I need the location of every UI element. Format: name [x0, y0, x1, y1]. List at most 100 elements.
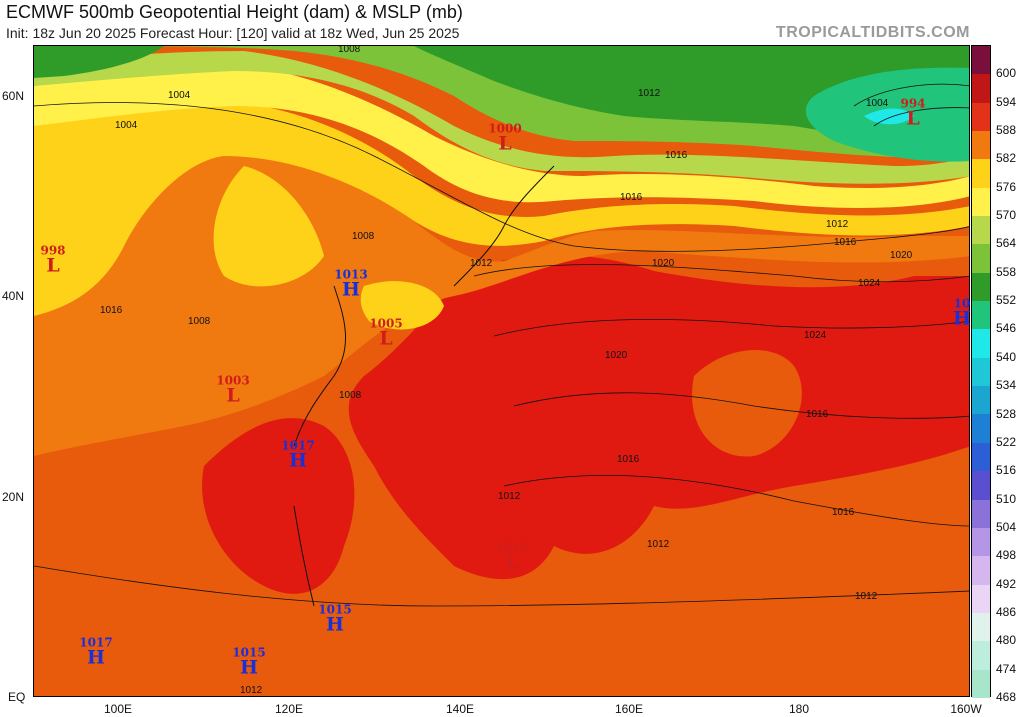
fill-576-pocket — [213, 166, 324, 287]
isobar-label: 1012 — [638, 88, 661, 99]
high-symbol: H — [87, 646, 105, 669]
lon-label-180: 180 — [788, 702, 810, 716]
legend-swatch — [972, 499, 990, 528]
isobar-label: 1012 — [855, 591, 878, 602]
lat-label-20n: 20N — [2, 490, 25, 504]
legend-value: 498 — [996, 548, 1017, 563]
high-pressure-marker: 1015 H — [232, 647, 265, 678]
legend-value: 510 — [996, 491, 1017, 506]
lon-label-140e: 140E — [445, 702, 475, 716]
legend-value: 468 — [996, 690, 1017, 704]
legend-value: 486 — [996, 604, 1017, 619]
fill-570 — [34, 64, 969, 208]
isobar — [503, 474, 969, 527]
low-symbol: L — [505, 551, 519, 574]
legend-swatch — [972, 159, 990, 188]
isobar-label: 1016 — [100, 305, 123, 316]
chart-title: ECMWF 500mb Geopotential Height (dam) & … — [6, 2, 463, 22]
brand-watermark: TROPICALTIDBITS.COM — [775, 24, 970, 41]
high-pressure-marker: 1017 H — [281, 440, 314, 471]
isobar-label: 1008 — [339, 390, 362, 401]
isobar-label: 1012 — [498, 491, 521, 502]
fill-576-korea — [360, 281, 444, 330]
legend-swatch — [972, 584, 990, 613]
legend-value: 504 — [996, 519, 1017, 534]
legend-value: 588 — [996, 123, 1017, 138]
legend-value: 600 — [996, 66, 1017, 81]
map-canvas — [34, 46, 969, 696]
legend-swatch — [972, 414, 990, 443]
legend-value: 522 — [996, 434, 1017, 449]
isobar — [34, 102, 969, 252]
legend-swatch — [972, 244, 990, 273]
fill-588-tongue — [692, 349, 802, 457]
pressure-value: 1010 — [495, 540, 529, 555]
isobar-label: 1020 — [652, 258, 675, 269]
low-symbol: L — [379, 327, 393, 350]
isobar-label: 1012 — [470, 258, 493, 269]
isobar-label: 1004 — [168, 90, 191, 101]
lon-label-160e: 160E — [614, 702, 644, 716]
isobar — [513, 392, 969, 419]
legend-value: 546 — [996, 321, 1017, 336]
legend-swatch — [972, 216, 990, 245]
low-pressure-marker: 1010 L — [495, 542, 528, 573]
high-pressure-marker: 1015 H — [318, 604, 351, 635]
high-pressure-marker: 1013 H — [334, 269, 367, 300]
isobar-label: 1012 — [647, 539, 670, 550]
lon-label-120e: 120E — [274, 702, 304, 716]
isobar-label: 1024 — [804, 330, 827, 341]
high-symbol: H — [240, 656, 258, 679]
legend-value: 594 — [996, 94, 1017, 109]
coastline-china — [293, 285, 347, 447]
forecast-info: Init: 18z Jun 20 2025 Forecast Hour: [12… — [6, 25, 460, 41]
pressure-value: 994 — [900, 96, 926, 111]
lon-label-100e: 100E — [103, 702, 133, 716]
coastline-philippines — [293, 505, 315, 607]
lat-label-60n: 60N — [2, 89, 25, 103]
high-pressure-marker: 10 H — [953, 298, 971, 329]
pressure-value: 10 — [953, 296, 971, 311]
legend-swatch — [972, 102, 990, 132]
isobar — [34, 565, 969, 607]
legend-value: 552 — [996, 293, 1017, 308]
fill-576 — [34, 101, 969, 316]
legend-swatch — [972, 471, 990, 500]
isobar-label: 1008 — [338, 44, 361, 55]
fill-594-scs — [202, 418, 355, 594]
legend-swatch — [972, 612, 990, 642]
isobar — [473, 264, 969, 283]
isobar-label: 1016 — [834, 237, 857, 248]
high-symbol: H — [342, 278, 360, 301]
legend-value: 540 — [996, 349, 1017, 364]
isobar-label: 1004 — [866, 98, 889, 109]
legend-value: 570 — [996, 208, 1017, 223]
low-symbol: L — [46, 254, 60, 277]
isobar-label: 1008 — [188, 316, 211, 327]
isobar-label: 1016 — [617, 454, 640, 465]
legend-swatch — [972, 46, 990, 75]
legend-value: 582 — [996, 151, 1017, 166]
legend-swatch — [972, 669, 990, 698]
legend-value: 474 — [996, 661, 1017, 676]
legend-swatch — [972, 357, 990, 387]
legend-swatch — [972, 641, 990, 670]
isobar-label: 1008 — [352, 231, 375, 242]
isobar — [853, 83, 969, 127]
legend-swatch — [972, 527, 990, 557]
low-symbol: L — [906, 107, 920, 130]
isobar-label: 1016 — [806, 409, 829, 420]
legend-swatch — [972, 442, 990, 472]
legend-value: 516 — [996, 463, 1017, 478]
high-pressure-marker: 1017 H — [79, 637, 112, 668]
pressure-value: 1015 — [318, 602, 352, 617]
isobar-label: 1016 — [665, 150, 688, 161]
isobar-label: 1024 — [858, 278, 881, 289]
pressure-value: 1017 — [79, 635, 113, 650]
lon-label-160w: 160W — [950, 702, 982, 716]
low-pressure-marker: 994 L — [900, 98, 925, 129]
legend-value: 480 — [996, 633, 1017, 648]
legend-value: 558 — [996, 264, 1017, 279]
legend-value: 564 — [996, 236, 1017, 251]
pressure-value: 1017 — [281, 438, 315, 453]
